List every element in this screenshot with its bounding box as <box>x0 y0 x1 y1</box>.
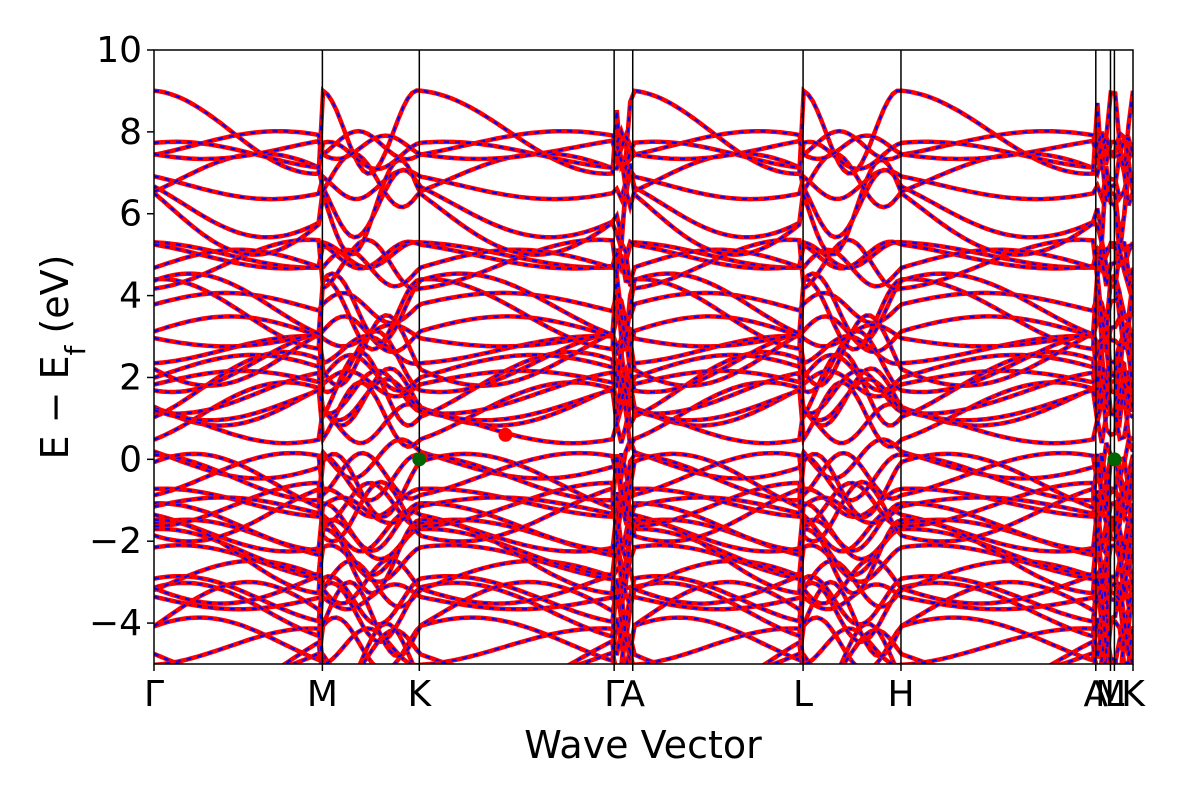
y-tick-label: 8 <box>119 112 142 153</box>
band-spin-down <box>154 246 1133 291</box>
x-tick-label: K <box>1121 674 1146 715</box>
band-spin-up <box>154 450 1133 502</box>
band-spin-down <box>154 158 1133 256</box>
band-spin-down <box>154 544 1133 586</box>
band-spin-down <box>154 527 1133 577</box>
vbm-marker <box>1107 452 1122 467</box>
band-spin-down <box>154 329 1133 394</box>
y-tick-label: 2 <box>119 357 142 398</box>
y-tick-label: 4 <box>119 276 142 317</box>
band-spin-down <box>154 375 1133 422</box>
band-spin-down <box>154 320 1133 348</box>
x-tick-label: L <box>1104 674 1124 715</box>
band-spin-down <box>154 580 1133 658</box>
y-tick-label: 6 <box>119 194 142 235</box>
x-tick-label: K <box>408 674 433 715</box>
x-tick-label: A <box>620 674 645 715</box>
band-spin-up <box>154 235 1133 293</box>
band-spin-down <box>154 350 1133 395</box>
band-spin-down <box>154 368 1133 401</box>
band-spin-up <box>154 627 1133 664</box>
cbm-marker <box>498 427 513 442</box>
plot-frame <box>153 49 1134 665</box>
x-tick-label: M <box>307 674 338 715</box>
x-axis-title: Wave Vector <box>524 723 762 767</box>
band-spin-down <box>154 291 1133 326</box>
band-spin-down <box>154 453 1133 502</box>
band-spin-down <box>154 616 1133 664</box>
band-spin-down <box>154 452 1133 518</box>
y-tick-label: −2 <box>89 521 142 562</box>
band-spin-down <box>154 127 1133 162</box>
band-spin-down <box>154 480 1133 543</box>
x-tick-label: L <box>793 674 813 715</box>
y-tick-label: −4 <box>89 603 142 644</box>
band-spin-down <box>154 495 1133 528</box>
band-edge-markers <box>412 427 1122 467</box>
band-spin-down <box>154 140 1133 172</box>
band-spin-down <box>154 167 1133 203</box>
y-tick-label: 0 <box>119 439 142 480</box>
band-spin-down <box>154 580 1133 612</box>
band-spin-down <box>154 487 1133 521</box>
x-tick-label: Γ <box>144 674 164 715</box>
high-symmetry-lines <box>321 50 1116 664</box>
band-spin-down <box>154 272 1133 344</box>
band-spin-down <box>154 88 1133 175</box>
x-tick-label: Γ <box>604 674 624 715</box>
x-tick-label: A <box>1083 674 1108 715</box>
y-axis-title: E − Ef (eV) <box>33 255 92 460</box>
vbm-marker <box>412 452 427 467</box>
y-axis-ticks: −4 −2 0 2 4 6 8 10 <box>89 30 154 644</box>
band-spin-down <box>154 133 1133 163</box>
band-spin-up <box>154 573 1133 627</box>
band-spin-down <box>154 350 1133 429</box>
x-tick-label: H <box>887 674 914 715</box>
band-lines <box>154 86 1133 664</box>
band-spin-down <box>282 622 1133 664</box>
x-tick-label: M <box>1095 674 1126 715</box>
band-spin-down <box>154 518 1133 561</box>
band-spin-down <box>154 559 1133 609</box>
y-tick-label: 10 <box>96 30 142 71</box>
band-spin-down <box>154 518 1133 595</box>
band-spin-down <box>154 481 1133 528</box>
